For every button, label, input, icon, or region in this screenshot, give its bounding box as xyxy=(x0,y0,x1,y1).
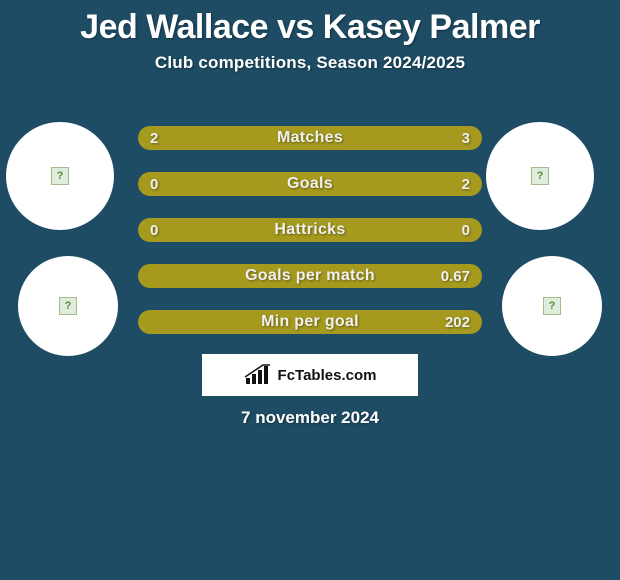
bar-row: Matches2 3 xyxy=(138,126,482,150)
bar-label: Hattricks xyxy=(138,218,482,242)
bar-row: Hattricks0 0 xyxy=(138,218,482,242)
avatar-bottom-right: ? xyxy=(502,256,602,356)
bar-label: Min per goal xyxy=(138,310,482,334)
bar-right-value: 202 xyxy=(445,310,470,334)
bar-row: Goals per match0.67 xyxy=(138,264,482,288)
broken-image-icon: ? xyxy=(51,167,69,185)
bar-row: Goals0 2 xyxy=(138,172,482,196)
page-title: Jed Wallace vs Kasey Palmer xyxy=(0,0,620,47)
bar-right-value: 0 xyxy=(462,218,470,242)
broken-image-icon: ? xyxy=(543,297,561,315)
player2-name: Kasey Palmer xyxy=(323,8,540,46)
avatar-top-right: ? xyxy=(486,122,594,230)
bar-label: Goals xyxy=(138,172,482,196)
bar-left-value: 2 xyxy=(150,126,158,150)
bar-right-value: 2 xyxy=(462,172,470,196)
vs-text: vs xyxy=(277,8,314,46)
bar-left-value: 0 xyxy=(150,218,158,242)
broken-image-icon: ? xyxy=(59,297,77,315)
bar-label: Goals per match xyxy=(138,264,482,288)
infographic-container: Jed Wallace vs Kasey Palmer Club competi… xyxy=(0,0,620,580)
avatar-top-left: ? xyxy=(6,122,114,230)
brand-box: FcTables.com xyxy=(202,354,418,396)
comparison-bars: Matches23Goals02Hattricks00Goals per mat… xyxy=(138,126,482,356)
broken-image-icon: ? xyxy=(531,167,549,185)
bar-right-value: 0.67 xyxy=(441,264,470,288)
avatar-bottom-left: ? xyxy=(18,256,118,356)
footer-date: 7 november 2024 xyxy=(0,408,620,428)
bar-label: Matches xyxy=(138,126,482,150)
player1-name: Jed Wallace xyxy=(80,8,268,46)
bar-row: Min per goal202 xyxy=(138,310,482,334)
bar-left-value: 0 xyxy=(150,172,158,196)
bar-right-value: 3 xyxy=(462,126,470,150)
brand-text: FcTables.com xyxy=(278,367,377,384)
subtitle: Club competitions, Season 2024/2025 xyxy=(0,53,620,73)
chart-icon xyxy=(244,364,272,386)
